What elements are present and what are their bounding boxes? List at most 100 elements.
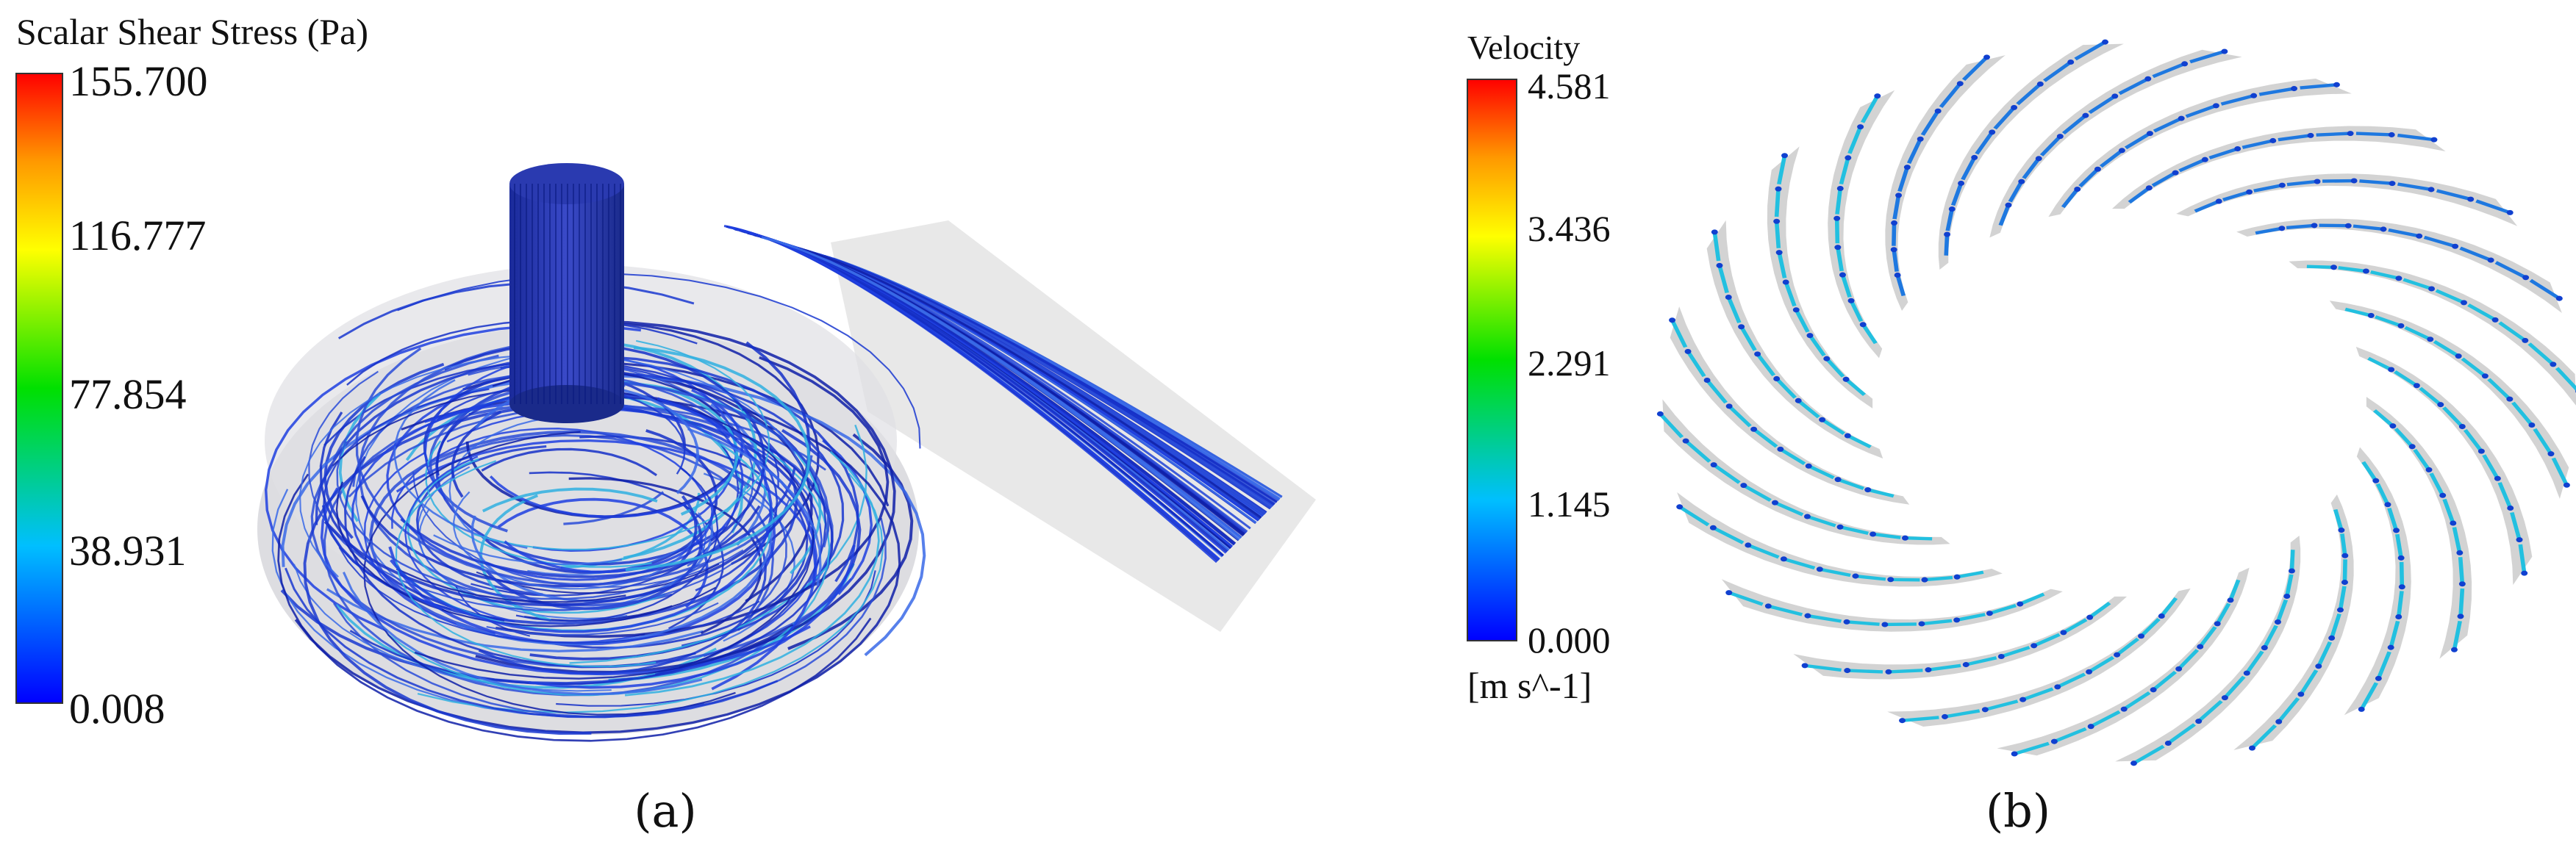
- vector-arrow: [1774, 501, 1804, 517]
- vector-head: [2522, 275, 2530, 281]
- vector-arrow: [2087, 655, 2115, 674]
- vector-head: [1842, 376, 1850, 382]
- vector-head: [1934, 108, 1942, 114]
- streamline: [355, 347, 813, 586]
- vector-arrow: [2088, 95, 2117, 114]
- vector-arrow: [2442, 498, 2455, 524]
- vector-arrow: [2242, 139, 2274, 149]
- vector-head: [2315, 663, 2322, 669]
- blade: [1828, 90, 1895, 359]
- vector-arrow: [1777, 155, 1787, 185]
- vector-head: [2457, 614, 2464, 619]
- vector-head: [2467, 196, 2475, 202]
- vector-head: [2086, 614, 2094, 620]
- blade-shape: [1677, 492, 2003, 587]
- vector-head: [2547, 451, 2555, 457]
- vector-arrow: [2397, 133, 2435, 142]
- blade: [2115, 536, 2301, 766]
- vector-arrow: [2118, 77, 2150, 96]
- blade-shape: [1887, 588, 2191, 727]
- vector-head: [2056, 134, 2064, 140]
- vector-arrow: [1921, 619, 1953, 626]
- vector-head: [2164, 740, 2172, 747]
- streamline: [320, 487, 811, 676]
- vector-arrow: [2286, 223, 2315, 230]
- vector-arrow: [2497, 482, 2513, 509]
- vector-arrow: [2022, 687, 2054, 702]
- vector-head: [2060, 630, 2067, 636]
- vector-head: [1881, 622, 1889, 627]
- vector-head: [1740, 483, 1747, 489]
- vector-head: [2227, 597, 2234, 603]
- vector-arrow: [1752, 428, 1778, 448]
- vector-arrow: [2369, 270, 2400, 280]
- vector-arrow: [2452, 620, 2462, 650]
- vector-head: [1895, 193, 1903, 198]
- blade: [2176, 173, 2518, 226]
- streamline: [489, 389, 743, 518]
- vector-head: [1864, 487, 1872, 493]
- vector-head: [2261, 645, 2268, 651]
- vector-arrow: [2463, 428, 2483, 453]
- tick-label: 116.777: [69, 212, 206, 259]
- vector-arrow: [1993, 107, 2016, 130]
- vector-head: [1745, 542, 1752, 548]
- vector-arrow: [2215, 602, 2231, 625]
- vector-arrow: [1686, 350, 1706, 378]
- vector-head: [2017, 601, 2024, 607]
- vector-head: [2250, 93, 2258, 98]
- vector-head: [2328, 635, 2336, 641]
- vector-head: [2477, 448, 2485, 454]
- vector-arrow: [2189, 49, 2225, 64]
- vector-head: [1836, 524, 1844, 530]
- blade-shape: [1721, 579, 2063, 632]
- vector-arrow: [2555, 367, 2576, 392]
- vector-arrow: [1705, 379, 1728, 404]
- streamline: [414, 624, 794, 680]
- vector-arrow: [1860, 95, 1880, 123]
- vector-arrow: [2223, 675, 2246, 699]
- vector-arrow: [2262, 625, 2278, 649]
- vector-head: [1773, 375, 1781, 381]
- vector-head: [2249, 745, 2255, 751]
- streamline: [342, 572, 703, 696]
- vector-arrow: [1847, 126, 1863, 154]
- vector-arrow: [2008, 181, 2024, 203]
- vector-arrow: [1888, 669, 1923, 674]
- caption: (b): [1986, 784, 2050, 838]
- vector-head: [2011, 104, 2018, 110]
- vector-head: [2087, 724, 2094, 730]
- vector-arrow: [2396, 591, 2404, 617]
- vector-arrow: [2061, 188, 2080, 209]
- vector-head: [2461, 300, 2467, 306]
- vector-arrow: [2124, 132, 2152, 150]
- blade: [1767, 146, 1873, 409]
- vector-arrow: [2275, 599, 2289, 623]
- vector-head: [1903, 165, 1911, 170]
- vector-arrow: [1867, 488, 1895, 498]
- vector-head: [1804, 613, 1811, 619]
- vector-arrow: [2316, 132, 2351, 137]
- vector-head: [2291, 86, 2297, 92]
- vector-arrow: [1998, 204, 2011, 226]
- vector-arrow: [1989, 604, 2017, 615]
- vector-arrow: [2178, 158, 2206, 173]
- streamline: [336, 441, 708, 600]
- vector-arrow: [2467, 303, 2497, 322]
- vector-arrow: [2089, 710, 2121, 728]
- streamline: [285, 567, 779, 719]
- vector-head: [2388, 367, 2395, 373]
- streamline: [479, 494, 551, 622]
- streamline: [427, 434, 774, 631]
- vector-head: [1709, 525, 1717, 530]
- vector-arrow: [2255, 226, 2283, 235]
- vector-head: [2387, 644, 2394, 650]
- vector-arrow: [2395, 533, 2403, 558]
- vector-head: [1962, 662, 1969, 668]
- vector-head: [1725, 294, 1732, 300]
- vector-arrow: [1855, 574, 1886, 581]
- blade: [1997, 567, 2250, 757]
- blade-shape: [1793, 596, 2128, 680]
- vector-arrow: [1820, 418, 1846, 435]
- vector-head: [1684, 348, 1692, 354]
